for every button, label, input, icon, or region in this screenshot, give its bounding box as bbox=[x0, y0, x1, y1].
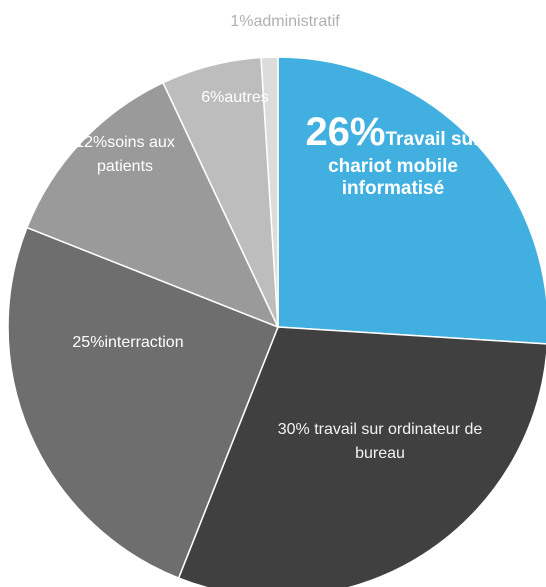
slice-name: Travail sur chariot mobile informatisé bbox=[328, 129, 481, 199]
slice-label: 1%administratif bbox=[215, 10, 355, 34]
slice-percent: 12% bbox=[75, 134, 108, 151]
slice-label: 25%interraction bbox=[68, 331, 188, 355]
slice-percent: 30% bbox=[277, 421, 310, 438]
slice-percent: 25% bbox=[72, 334, 105, 351]
slice-label: 26%Travail sur chariot mobile informatis… bbox=[303, 108, 483, 200]
slice-percent: 6% bbox=[201, 89, 225, 106]
pie-slice bbox=[7, 226, 279, 580]
slice-percent: 26% bbox=[305, 110, 386, 154]
slice-name: administratif bbox=[253, 13, 340, 30]
slice-name: soins aux patients bbox=[96, 134, 175, 175]
pie-slice bbox=[177, 326, 546, 587]
slice-label: 30% travail sur ordinateur de bureau bbox=[275, 418, 485, 466]
slice-name: interraction bbox=[104, 334, 184, 351]
slice-name: travail sur ordinateur de bureau bbox=[314, 421, 483, 462]
slice-percent: 1% bbox=[230, 13, 254, 30]
pie-slice bbox=[25, 81, 280, 329]
slice-label: 12%soins aux patients bbox=[75, 131, 175, 179]
slice-name: autres bbox=[224, 89, 269, 106]
slice-label: 6%autres bbox=[195, 86, 275, 110]
pie-slice bbox=[277, 56, 546, 345]
pie-slice bbox=[260, 56, 279, 328]
